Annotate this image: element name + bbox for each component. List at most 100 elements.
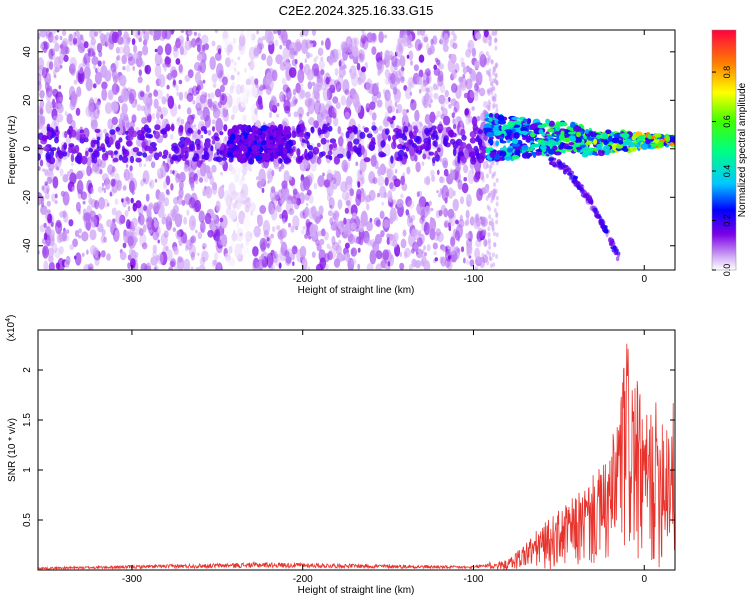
spectrogram-cell [511, 128, 516, 134]
spectrogram-cell [579, 144, 587, 148]
spectrogram-cell [486, 260, 490, 266]
spectrogram-cell [216, 62, 224, 79]
spectrogram-cell [55, 125, 59, 133]
spectrogram-cell [559, 134, 565, 141]
spectrogram-cell [506, 147, 513, 153]
spectrogram-cell [325, 37, 331, 51]
spectrogram-cell [306, 202, 309, 207]
spectrogram-marks [38, 30, 675, 270]
spectrogram-cell [119, 214, 126, 224]
spectrogram-cell [309, 53, 313, 58]
spectrogram-cell [287, 91, 292, 98]
spectrogram-cell [420, 30, 424, 36]
spectrogram-cell [270, 95, 277, 106]
spectrogram-cell [48, 90, 52, 96]
spectrogram-cell [422, 249, 425, 255]
spectrogram-cell [360, 176, 365, 185]
spectrogram-cell [293, 111, 299, 118]
spectrogram-cell [575, 136, 581, 141]
spectrogram-cell [54, 193, 58, 199]
spectrogram-cell [475, 71, 483, 86]
spectrogram-cell [307, 266, 310, 270]
spectrogram-cell [478, 87, 486, 97]
spectrogram-cell [160, 114, 164, 120]
spectrogram-cell [228, 143, 234, 148]
spectrogram-cell [127, 262, 131, 269]
spectrogram-cell [384, 128, 390, 136]
spectrogram-cell [603, 145, 611, 152]
spectrogram-cell [65, 255, 71, 265]
spectrogram-cell [495, 201, 499, 207]
spectrogram-cell [299, 62, 304, 71]
spectrogram-cell [158, 74, 166, 88]
spectrogram-cell [266, 55, 273, 67]
spectrogram-cell [175, 58, 181, 65]
spectrogram-cell [462, 74, 466, 79]
y-tick-label: 1 [22, 467, 33, 473]
spectrogram-cell [279, 95, 285, 103]
spectrogram-cell [81, 252, 85, 257]
spectrogram-cell [576, 131, 581, 138]
spectrogram-cell [219, 131, 224, 136]
spectrogram-cell [187, 139, 192, 144]
spectrogram-cell [53, 74, 57, 79]
spectrogram-cell [135, 157, 142, 163]
spectrogram-cell [76, 86, 82, 97]
spectrogram-cell [245, 239, 250, 246]
spectrogram-cell [371, 121, 376, 127]
spectrogram-cell [453, 106, 458, 114]
spectrogram-cell [116, 54, 121, 61]
spectrogram-cell [207, 93, 211, 98]
spectrogram-cell [121, 155, 129, 164]
spectrogram-cell [467, 169, 475, 185]
spectrogram-cell [288, 175, 292, 181]
spectrogram-cell [270, 186, 276, 194]
spectrogram-cell [97, 223, 104, 233]
spectrogram-cell [125, 64, 131, 73]
spectrogram-cell [363, 157, 371, 163]
spectrogram-cell [419, 217, 424, 224]
spectrogram-cell [79, 67, 84, 73]
spectrogram-cell [487, 232, 491, 238]
spectrogram-cell [303, 30, 309, 37]
spectrogram-cell [291, 130, 297, 139]
spectrogram-cell [320, 137, 327, 145]
spectrogram-cell [326, 193, 332, 202]
spectrogram-cell [419, 233, 425, 245]
spectrogram-cell [192, 100, 196, 105]
spectrogram-cell [487, 99, 491, 105]
spectrogram-cell [305, 98, 312, 108]
spectrogram-cell [187, 69, 194, 79]
spectrogram-cell [507, 120, 515, 128]
spectrogram-cell [486, 184, 490, 189]
spectrogram-cell [336, 253, 340, 259]
spectrogram-cell [285, 199, 294, 215]
spectrogram-cell [281, 180, 288, 189]
spectrogram-cell [273, 204, 277, 210]
spectrogram-cell [256, 30, 259, 35]
spectrogram-cell [242, 77, 246, 83]
spectrogram-cell [242, 166, 247, 176]
spectrogram-cell [490, 198, 494, 204]
spectrogram-cell [497, 114, 505, 122]
spectrogram-cell [375, 219, 381, 228]
spectrogram-cell [601, 132, 609, 140]
spectrogram-cell [500, 130, 507, 134]
spectrogram-cell [589, 131, 598, 138]
spectrogram-cell [433, 64, 438, 70]
spectrogram-cell [460, 57, 465, 65]
spectrogram-cell [244, 204, 250, 213]
spectrogram-cell [357, 181, 361, 188]
spectrogram-cell [64, 111, 68, 117]
spectrogram-cell [336, 85, 340, 93]
spectrogram-cell [276, 127, 283, 136]
spectrogram-cell [47, 247, 54, 259]
spectrogram-cell [338, 144, 344, 152]
spectrogram-cell [434, 257, 438, 262]
y-tick-label: 0 [22, 146, 33, 152]
spectrogram-cell [535, 149, 542, 152]
spectrogram-cell [262, 132, 267, 139]
spectrogram-cell [282, 77, 287, 86]
spectrogram-cell [306, 111, 310, 117]
spectrogram-cell [513, 120, 522, 124]
